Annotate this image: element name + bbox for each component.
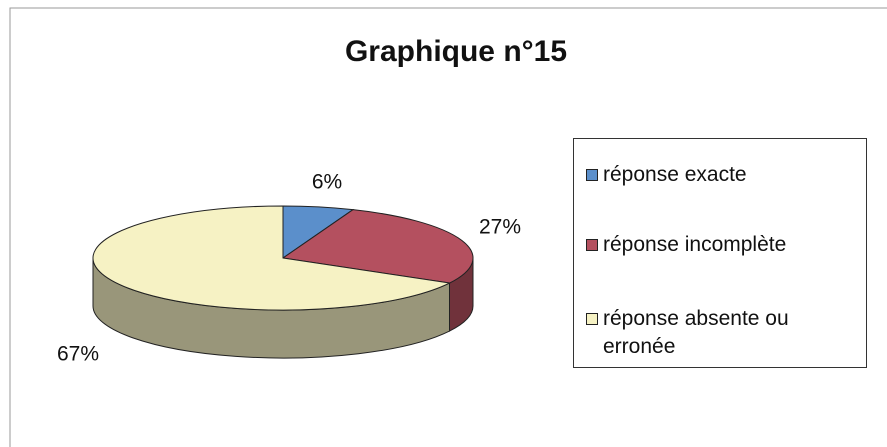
legend-label: réponse exacte <box>603 163 747 186</box>
chart-title: Graphique n°15 <box>345 35 567 68</box>
chart-frame <box>9 7 887 447</box>
data-label: 6% <box>312 171 342 194</box>
pie-tops <box>92 205 474 311</box>
legend-entry: réponse incomplète <box>586 231 861 259</box>
legend-entry: réponse absente ou erronée <box>586 305 861 361</box>
legend-label: réponse absente ou erronée <box>603 307 789 358</box>
data-label: 67% <box>57 343 99 366</box>
legend-label: réponse incomplète <box>603 233 787 256</box>
legend-swatch <box>586 169 598 181</box>
legend-swatch <box>586 239 598 251</box>
legend-swatch <box>586 313 598 325</box>
legend-entry: réponse exacte <box>586 161 861 189</box>
legend: réponse exacte réponse incomplète réponse … <box>573 138 867 368</box>
data-labels: 6% 27% 67% <box>57 171 521 366</box>
pie-slice <box>92 205 452 311</box>
data-label: 27% <box>479 216 521 239</box>
